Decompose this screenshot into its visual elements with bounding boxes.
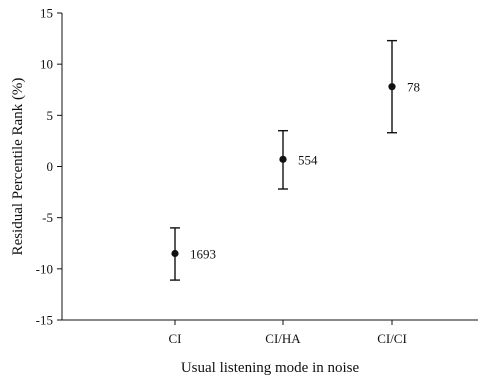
- y-tick-label: -5: [42, 210, 53, 225]
- data-point: [279, 155, 287, 163]
- data-point: [388, 83, 396, 91]
- x-axis-title: Usual listening mode in noise: [181, 360, 360, 376]
- y-tick-label: 10: [40, 57, 53, 72]
- data-label: 1693: [190, 246, 216, 261]
- y-axis-title: Residual Percentile Rank (%): [10, 78, 26, 256]
- x-tick-label: CI/CI: [377, 331, 407, 346]
- axes: [61, 13, 478, 321]
- y-axis-ticks: -15 -10 -5 0 5 10 15: [36, 6, 62, 328]
- data-label: 554: [298, 152, 318, 167]
- data-point: [171, 249, 179, 258]
- data-marks: 1693 554 78: [170, 39, 420, 281]
- y-tick-label: -10: [36, 261, 53, 276]
- data-label: 78: [407, 80, 420, 95]
- y-tick-label: 0: [47, 159, 54, 174]
- x-axis-ticks: CI CI/HA CI/CI: [169, 320, 407, 346]
- y-tick-label: 5: [47, 108, 54, 123]
- y-tick-label: 15: [40, 6, 53, 21]
- y-tick-label: -15: [36, 313, 53, 328]
- x-tick-label: CI/HA: [265, 331, 301, 346]
- x-tick-label: CI: [169, 331, 182, 346]
